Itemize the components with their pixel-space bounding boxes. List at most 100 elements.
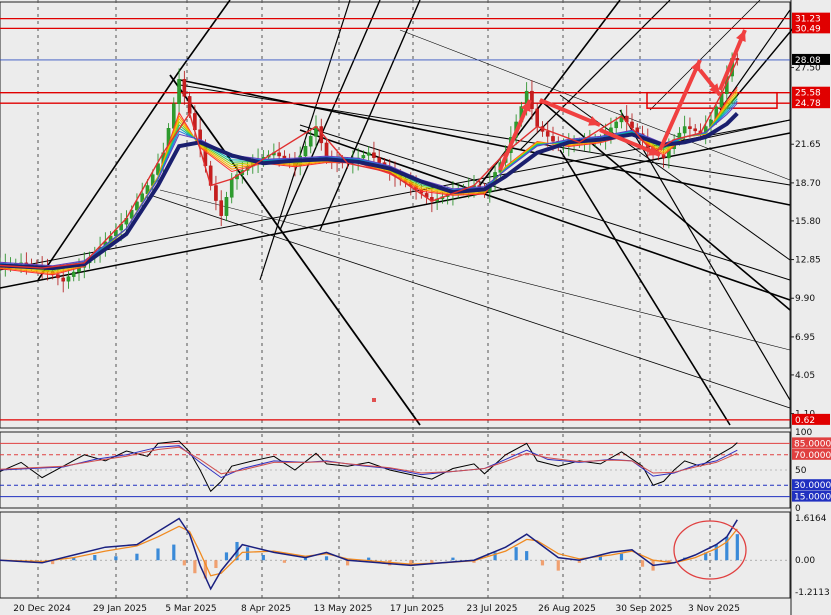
trendline [539, 99, 791, 311]
candle-body [614, 121, 618, 129]
candle-body [682, 126, 687, 134]
macd-tick-label: 1.6164 [795, 514, 827, 524]
oscillator-tick-label: 30.0000 [794, 481, 831, 491]
candle-body [187, 96, 192, 114]
candle-body [372, 152, 376, 158]
resistance-zone-box [646, 91, 778, 109]
trendline [319, 0, 421, 231]
trendline [179, 0, 231, 71]
y-tick-label: 12.85 [795, 256, 821, 266]
x-tick-label: 29 Jan 2025 [93, 604, 147, 614]
macd-histogram-bar [725, 536, 729, 561]
macd-histogram-bar [324, 556, 329, 561]
macd-histogram-bar [619, 553, 624, 561]
trendline [179, 84, 791, 186]
ema-main-line [0, 111, 739, 271]
candle-body [66, 276, 71, 282]
macd-histogram-bar [409, 560, 413, 565]
macd-histogram-bar [735, 534, 739, 561]
macd-histogram-bar [114, 556, 118, 561]
candle-body [308, 136, 313, 147]
candle-body [135, 201, 139, 211]
price-label-text: 28.08 [795, 56, 821, 66]
macd-line [0, 517, 738, 591]
oscillator-level-box [792, 448, 831, 460]
trendline [559, 149, 731, 426]
oscillator-line [0, 440, 738, 493]
candle-body [277, 152, 281, 157]
macd-histogram-bar [640, 560, 645, 567]
macd-histogram-bar [430, 560, 434, 563]
trendline [299, 129, 791, 301]
price-label-box [792, 86, 830, 98]
oscillator-line [0, 446, 738, 475]
x-tick-label: 20 Dec 2024 [13, 604, 71, 614]
macd-histogram-bar [577, 560, 581, 563]
candle-body [56, 274, 60, 279]
macd-histogram-bar [493, 552, 497, 561]
y-tick-label: 4.05 [795, 371, 815, 381]
macd-histogram-bar [156, 548, 160, 561]
projection-arrow-head [648, 146, 660, 156]
macd-histogram-bar [282, 560, 286, 563]
price-label-box [792, 12, 830, 24]
macd-histogram-bar [51, 560, 55, 565]
trendline [37, 69, 181, 281]
x-tick-label: 30 Sep 2025 [615, 604, 672, 614]
trendline [279, 0, 381, 231]
macd-histogram-bar [525, 551, 529, 561]
x-tick-label: 13 May 2025 [314, 604, 373, 614]
macd-histogram-bar [245, 547, 250, 561]
oscillator-tick-label: 70.0000 [794, 451, 831, 461]
candle-body [366, 152, 371, 156]
price-label-box [792, 22, 830, 34]
macd-histogram-bar [346, 560, 350, 566]
oscillator-tick-label: 15.0000 [794, 493, 831, 503]
x-tick-label: 23 Jul 2025 [467, 604, 518, 614]
projection-arrow-head [520, 100, 531, 112]
candle-body [530, 90, 534, 110]
oscillator-level-box [792, 437, 831, 449]
macd-histogram-bar [451, 557, 455, 561]
projection-arrow [599, 128, 661, 157]
candle-body [693, 128, 697, 132]
trendline [519, 0, 671, 151]
candle-body [377, 157, 382, 163]
macd-histogram-bar [556, 560, 560, 571]
oscillator-tick-label: 50 [795, 466, 807, 476]
macd-histogram-bar [182, 560, 186, 566]
projection-arrow-head [736, 30, 746, 42]
macd-histogram-bar [261, 555, 265, 561]
trendline [169, 74, 421, 426]
candle-body [688, 126, 692, 129]
macd-tick-label: 0.00 [795, 556, 815, 566]
trendline [619, 109, 791, 401]
macd-histogram-bar [203, 560, 207, 579]
macd-histogram-bar [135, 553, 139, 561]
projection-arrow [539, 98, 601, 127]
highlight-ellipse [673, 520, 747, 580]
trendline [179, 79, 791, 206]
candle-body [545, 131, 550, 137]
candle-body [61, 277, 65, 282]
y-tick-label: 21.65 [795, 140, 821, 150]
projection-arrow [498, 99, 532, 171]
candle-body [177, 79, 181, 105]
candle-body [551, 136, 555, 142]
macd-histogram-bar [72, 557, 76, 561]
candle-body [535, 108, 539, 127]
trendline [159, 189, 791, 351]
candle-body [71, 271, 76, 277]
trendline [399, 29, 791, 181]
oscillator-tick-label: 100 [795, 428, 812, 438]
price-label-box [792, 413, 830, 425]
y-tick-label: 6.95 [795, 333, 815, 343]
trendline [259, 0, 351, 281]
macd-histogram-bar [93, 555, 97, 561]
macd-histogram-bar [514, 547, 518, 561]
price-label-box [792, 53, 830, 65]
oscillator-line [0, 445, 738, 479]
x-tick-label: 26 Aug 2025 [538, 604, 596, 614]
